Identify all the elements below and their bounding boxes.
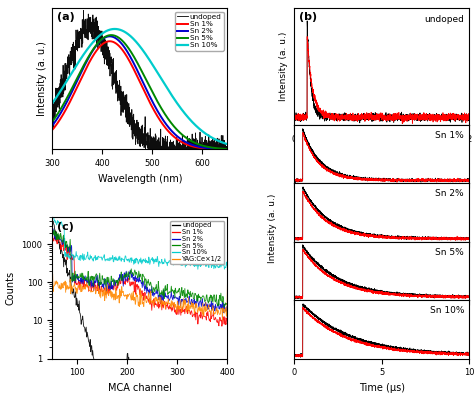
X-axis label: Time (μs): Time (μs)	[359, 149, 405, 159]
Y-axis label: Intensity (a. u.): Intensity (a. u.)	[280, 32, 289, 101]
Text: (b): (b)	[299, 12, 318, 22]
Text: Sn 5%: Sn 5%	[435, 247, 464, 257]
Legend: undoped, Sn 1%, Sn 2%, Sn 5%, Sn 10%: undoped, Sn 1%, Sn 2%, Sn 5%, Sn 10%	[175, 12, 224, 51]
Y-axis label: Counts: Counts	[6, 271, 16, 305]
Text: Sn 10%: Sn 10%	[429, 306, 464, 315]
Y-axis label: Intensity (a. u.): Intensity (a. u.)	[36, 42, 46, 116]
Text: Intensity (a. u.): Intensity (a. u.)	[268, 194, 277, 264]
Text: (a): (a)	[57, 12, 75, 22]
X-axis label: Wavelength (nm): Wavelength (nm)	[98, 174, 182, 184]
Text: (c): (c)	[57, 222, 74, 232]
Text: undoped: undoped	[424, 15, 464, 24]
X-axis label: Time (μs): Time (μs)	[359, 383, 405, 393]
Legend: undoped, Sn 1%, Sn 2%, Sn 5%, Sn 10%, YAG:Ce×1/2: undoped, Sn 1%, Sn 2%, Sn 5%, Sn 10%, YA…	[171, 220, 224, 264]
X-axis label: MCA channel: MCA channel	[108, 383, 172, 393]
Text: Sn 1%: Sn 1%	[435, 131, 464, 140]
Text: Sn 2%: Sn 2%	[436, 189, 464, 198]
